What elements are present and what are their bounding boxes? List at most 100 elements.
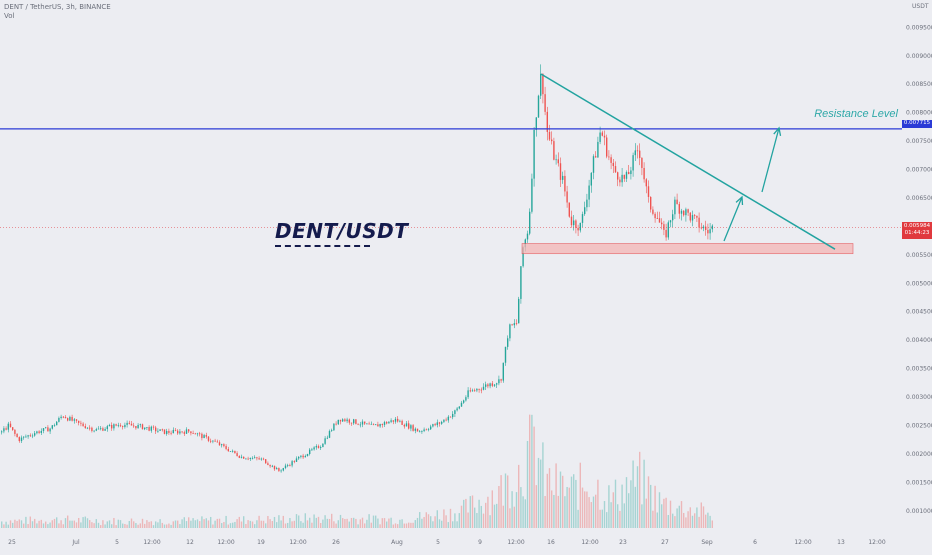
- candle-body: [458, 406, 460, 409]
- volume-bar: [344, 519, 346, 528]
- candle-body: [449, 416, 452, 418]
- candle-body: [282, 468, 284, 471]
- time-tick-label: 12:00: [143, 539, 160, 546]
- candle-body: [573, 220, 575, 226]
- volume-bar: [214, 520, 216, 528]
- candle-body: [163, 429, 166, 434]
- candle-body: [262, 458, 265, 460]
- candle-body: [526, 233, 529, 240]
- volume-bar: [564, 496, 566, 528]
- volume-bar: [313, 514, 315, 528]
- volume-bar: [379, 524, 381, 528]
- candle-body: [207, 436, 210, 441]
- volume-bar: [108, 520, 111, 528]
- candle-body: [177, 430, 179, 434]
- candle-body: [287, 465, 289, 467]
- candle-body: [628, 172, 630, 175]
- candle-body: [284, 465, 287, 469]
- candle-body: [117, 425, 119, 427]
- volume-bar: [302, 522, 304, 528]
- volume-bar: [172, 521, 174, 528]
- candle-body: [478, 388, 480, 390]
- time-axis[interactable]: 25 Jul 5 12:00 12 12:00 19 12:00 26 Aug 5 9 12:00 16 1…: [8, 539, 886, 546]
- volume-bar: [372, 515, 375, 528]
- candle-body: [410, 425, 412, 429]
- volume-bar: [623, 503, 625, 528]
- volume-bar: [317, 516, 320, 528]
- candle-body: [658, 218, 661, 223]
- volume-bar: [540, 459, 542, 528]
- candle-body: [535, 117, 537, 130]
- volume-bar: [106, 521, 108, 528]
- candle-body: [643, 167, 645, 180]
- candle-body: [185, 429, 188, 434]
- candle-body: [709, 229, 711, 234]
- volume-bar: [212, 524, 214, 528]
- volume-bar: [300, 521, 302, 528]
- candle-body: [174, 429, 177, 431]
- candle-body: [381, 424, 383, 425]
- volume-bar: [190, 520, 192, 528]
- volume-bar: [500, 475, 502, 528]
- candle-body: [245, 458, 247, 460]
- candle-body: [93, 430, 95, 432]
- candle-body: [432, 424, 434, 427]
- volume-bar: [256, 520, 258, 528]
- volume-bar: [696, 507, 698, 528]
- pair-label-underline: [275, 245, 370, 247]
- volume-bar: [16, 520, 18, 528]
- time-tick-label: 9: [478, 539, 482, 546]
- candle-body: [144, 427, 146, 430]
- volume-bar: [148, 521, 150, 528]
- price-tick-label: 0.006500: [906, 195, 932, 202]
- volume-bar: [240, 521, 243, 528]
- candle-body: [652, 209, 654, 214]
- candle-body: [298, 456, 300, 459]
- volume-bar: [672, 513, 674, 528]
- candle-body: [97, 428, 100, 430]
- volume-bar: [399, 519, 401, 528]
- candle-body: [504, 346, 507, 363]
- candle-body: [645, 179, 647, 187]
- volume-bar: [199, 521, 201, 528]
- volume-indicator-label[interactable]: Vol: [4, 12, 15, 20]
- volume-bar: [203, 519, 205, 528]
- volume-bar: [581, 487, 584, 528]
- volume-bar: [617, 504, 619, 528]
- volume-bar: [117, 519, 119, 528]
- candle-body: [172, 429, 174, 434]
- volume-bar: [124, 523, 126, 528]
- volume-bar: [489, 515, 491, 528]
- volume-bar: [265, 523, 267, 528]
- volume-bar: [38, 520, 40, 528]
- volume-bar: [689, 507, 691, 528]
- candle-body: [348, 419, 350, 423]
- candle-body: [553, 141, 555, 160]
- time-tick-label: 19: [257, 539, 265, 546]
- candle-body: [533, 129, 535, 179]
- candle-body: [315, 446, 317, 448]
- price-axis[interactable]: 0.009500 0.009000 0.008500 0.008000 0.007500…: [902, 0, 932, 550]
- candle-body: [359, 424, 361, 426]
- candle-body: [610, 157, 612, 163]
- candle-body: [75, 419, 78, 421]
- volume-bar: [694, 513, 696, 528]
- volume-bar: [711, 520, 713, 528]
- candle-body: [311, 449, 313, 451]
- projection-arrow-1-head: [735, 195, 744, 206]
- resistance-price-badge: 0.007715: [902, 120, 932, 128]
- volume-bar: [31, 521, 34, 528]
- candle-body: [680, 210, 683, 214]
- candle-body: [205, 435, 207, 437]
- candle-body: [502, 362, 504, 381]
- volume-bar: [674, 516, 676, 528]
- volume-bar: [150, 521, 152, 528]
- candle-body: [372, 423, 375, 425]
- volume-bar: [625, 477, 628, 528]
- candle-body: [520, 266, 522, 299]
- candle-body: [465, 397, 467, 401]
- candle-body: [386, 422, 388, 424]
- candle-body: [456, 408, 458, 411]
